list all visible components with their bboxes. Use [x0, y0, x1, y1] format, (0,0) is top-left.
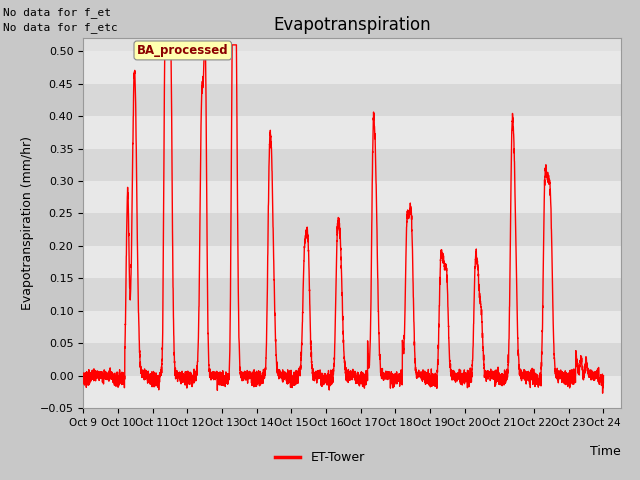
Bar — [83, 311, 621, 343]
Bar — [83, 181, 621, 214]
Bar — [83, 246, 621, 278]
Bar — [83, 278, 621, 311]
Legend: ET-Tower: ET-Tower — [270, 446, 370, 469]
Bar — [83, 149, 621, 181]
Bar — [83, 214, 621, 246]
Text: No data for f_etc: No data for f_etc — [3, 22, 118, 33]
Bar — [83, 51, 621, 84]
Bar — [83, 116, 621, 149]
Text: BA_processed: BA_processed — [137, 44, 228, 57]
Y-axis label: Evapotranspiration (mm/hr): Evapotranspiration (mm/hr) — [21, 136, 34, 310]
Text: No data for f_et: No data for f_et — [3, 7, 111, 18]
Bar — [83, 375, 621, 408]
Title: Evapotranspiration: Evapotranspiration — [273, 16, 431, 34]
Bar — [83, 343, 621, 375]
Bar — [83, 84, 621, 116]
Text: Time: Time — [590, 445, 621, 458]
